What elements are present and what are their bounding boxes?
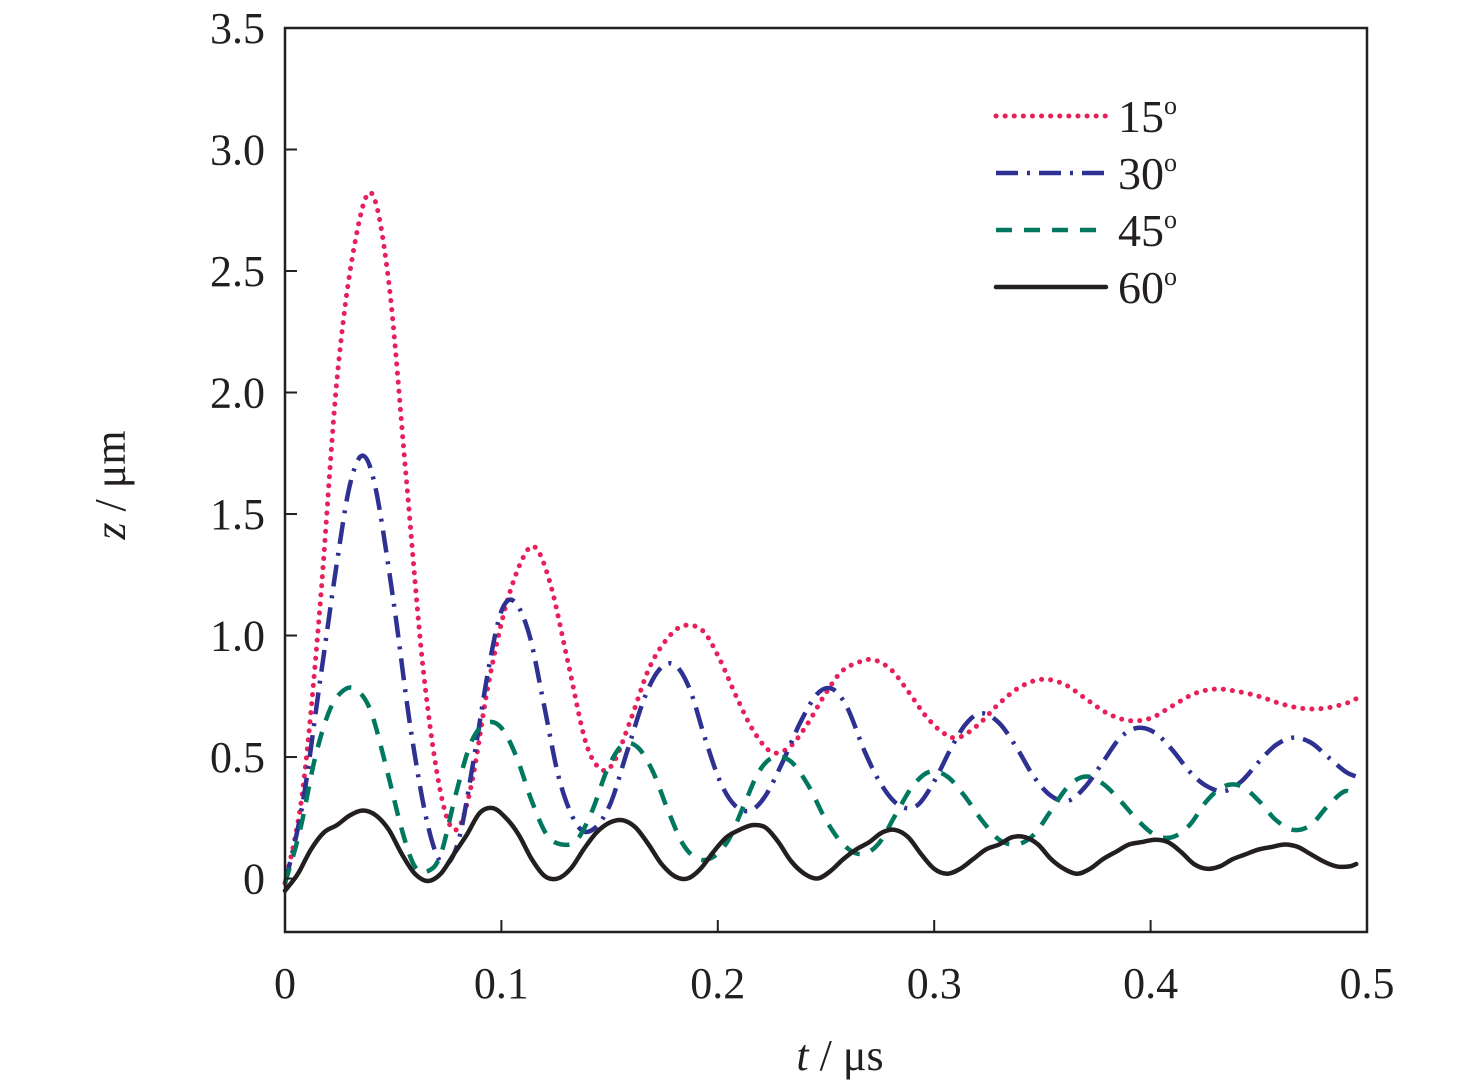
series-line-45 [282, 685, 1358, 885]
legend-label-45: 45o [1118, 205, 1177, 256]
legend-label-60: 60o [1118, 262, 1177, 313]
y-tick-label: 3.0 [210, 126, 265, 175]
legend-label-value: 15 [1118, 91, 1164, 142]
y-axis-unit: / μm [86, 430, 135, 522]
series-line-15 [282, 189, 1359, 886]
x-axis-title: t / μs [796, 1031, 883, 1080]
x-tick-label: 0.5 [1340, 959, 1395, 1008]
x-tick-label: 0.2 [690, 959, 745, 1008]
y-tick-label: 2.0 [210, 369, 265, 418]
y-tick-label: 0 [243, 855, 265, 904]
legend-label-15: 15o [1118, 91, 1177, 142]
series-line-30 [282, 453, 1358, 884]
legend-label-degree: o [1164, 91, 1177, 120]
legend-label-degree: o [1164, 205, 1177, 234]
plot-frame [283, 26, 1369, 934]
y-axis-var: z [86, 522, 135, 540]
y-axis-title: z / μm [86, 430, 135, 540]
x-axis-var: t [796, 1031, 810, 1080]
legend-label-30: 30o [1118, 148, 1177, 199]
y-tick-label: 2.5 [210, 247, 265, 296]
legend-label-degree: o [1164, 148, 1177, 177]
x-tick-label: 0.1 [474, 959, 529, 1008]
legend-label-degree: o [1164, 262, 1177, 291]
x-tick-label: 0.4 [1123, 959, 1178, 1008]
legend-label-value: 45 [1118, 205, 1164, 256]
x-tick-label: 0 [274, 959, 296, 1008]
y-tick-label: 1.0 [210, 612, 265, 661]
legend-label-value: 30 [1118, 148, 1164, 199]
ticks-layer: 0 0.1 0.2 0.3 0.4 0.5 0 0.5 1.0 1.5 2.0 2.5 3.0 3.5 [210, 4, 1395, 1008]
x-axis-unit: / μs [809, 1031, 884, 1080]
y-tick-label: 3.5 [210, 4, 265, 53]
x-tick-label: 0.3 [907, 959, 962, 1008]
series-layer [282, 189, 1359, 893]
y-tick-label: 0.5 [210, 733, 265, 782]
series-line-60 [282, 805, 1359, 893]
legend-label-value: 60 [1118, 262, 1164, 313]
y-tick-label: 1.5 [210, 490, 265, 539]
